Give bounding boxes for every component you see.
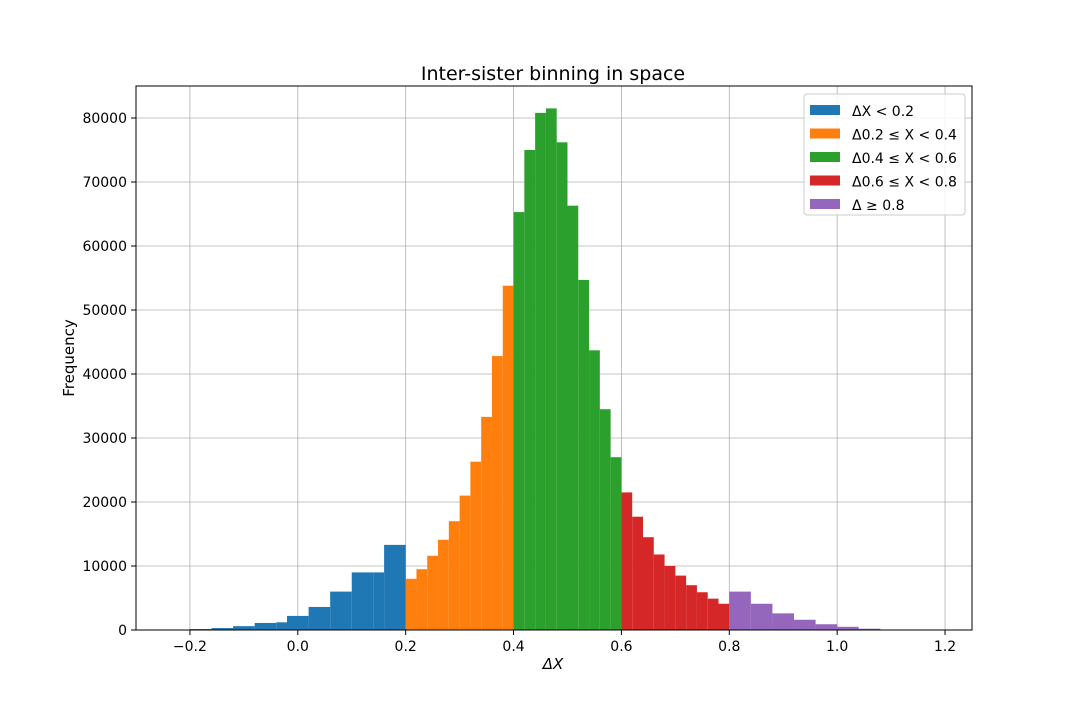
x-tick-label: 0.2 bbox=[395, 639, 417, 655]
histogram-bar bbox=[287, 615, 309, 630]
legend-swatch bbox=[810, 128, 840, 139]
histogram-bar bbox=[632, 516, 643, 630]
histogram-bar bbox=[351, 572, 374, 630]
chart-title: Inter-sister binning in space bbox=[421, 63, 685, 85]
histogram-bar bbox=[545, 108, 557, 630]
histogram-bar bbox=[642, 537, 654, 630]
histogram-bar bbox=[837, 626, 859, 630]
histogram-bar bbox=[416, 569, 428, 630]
legend-label: Δ0.2 ≤ X < 0.4 bbox=[852, 128, 957, 144]
legend: ΔX < 0.2 Δ0.2 ≤ X < 0.4 Δ0.4 ≤ X < 0.6 Δ0.6… bbox=[803, 93, 966, 216]
legend-label: Δ ≥ 0.8 bbox=[852, 198, 904, 214]
histogram-bar bbox=[502, 285, 514, 630]
histogram-bar bbox=[610, 457, 622, 630]
x-tick-label: 0.6 bbox=[610, 639, 632, 655]
histogram-bar bbox=[567, 205, 579, 630]
histogram-bar bbox=[524, 150, 536, 630]
histogram-bar bbox=[233, 626, 255, 630]
x-axis-label: ΔX bbox=[542, 655, 564, 673]
x-tick-label: 0.8 bbox=[718, 639, 740, 655]
histogram-bar bbox=[621, 492, 633, 630]
histogram-bar bbox=[664, 566, 676, 630]
y-tick-label: 50000 bbox=[82, 303, 127, 319]
legend-label: ΔX < 0.2 bbox=[852, 104, 914, 120]
histogram-bar bbox=[686, 585, 697, 630]
y-tick-label: 10000 bbox=[82, 559, 127, 575]
histogram-bar bbox=[696, 592, 708, 630]
histogram-bar bbox=[556, 142, 568, 630]
histogram-bar bbox=[481, 416, 492, 630]
x-tick-label: 0.0 bbox=[287, 639, 309, 655]
histogram-bar bbox=[815, 624, 838, 630]
y-tick-label: 40000 bbox=[82, 367, 127, 383]
bars bbox=[189, 108, 902, 630]
x-tick-label: 1.2 bbox=[934, 639, 956, 655]
histogram-bar bbox=[330, 591, 352, 630]
histogram-bar bbox=[794, 619, 816, 630]
legend-label: Δ0.4 ≤ X < 0.6 bbox=[852, 151, 957, 167]
y-tick-label: 0 bbox=[118, 623, 127, 639]
histogram-bar bbox=[513, 212, 525, 630]
histogram-bar bbox=[254, 622, 277, 630]
legend-swatch bbox=[810, 175, 840, 186]
y-tick-label: 20000 bbox=[82, 495, 127, 511]
y-tick-label: 80000 bbox=[82, 111, 127, 127]
axes: −0.2 0.0 0.2 0.4 0.6 0.8 1.0 1.2 0 10000 20000 3000… bbox=[82, 85, 973, 655]
histogram-bar bbox=[211, 628, 234, 630]
histogram-bar bbox=[729, 591, 751, 630]
histogram-bar bbox=[750, 603, 773, 630]
y-axis-label: Frequency bbox=[60, 319, 78, 397]
histogram-bar bbox=[589, 350, 600, 630]
histogram-bar bbox=[707, 598, 719, 630]
legend-swatch bbox=[810, 199, 840, 209]
legend-box bbox=[803, 93, 966, 216]
histogram-bar bbox=[308, 606, 331, 630]
histogram-bar bbox=[599, 409, 611, 630]
histogram-bar bbox=[491, 356, 503, 630]
x-tick-label: 0.4 bbox=[502, 639, 524, 655]
plot-frame bbox=[135, 85, 973, 631]
x-tick-label: −0.2 bbox=[173, 639, 207, 655]
y-tick-label: 60000 bbox=[82, 239, 127, 255]
histogram-bar bbox=[427, 555, 439, 630]
histogram-bar bbox=[858, 628, 881, 630]
histogram-bar bbox=[448, 521, 460, 630]
histogram-bar bbox=[653, 554, 665, 630]
histogram-bar bbox=[438, 539, 449, 630]
histogram-bar bbox=[384, 544, 406, 630]
legend-swatch bbox=[810, 105, 840, 115]
histogram-bar bbox=[470, 461, 482, 630]
histogram-bar bbox=[535, 112, 546, 630]
legend-swatch bbox=[810, 152, 840, 162]
histogram-bar bbox=[772, 613, 795, 630]
legend-label: Δ0.6 ≤ X < 0.8 bbox=[852, 175, 957, 191]
histogram-bar bbox=[459, 495, 471, 630]
histogram-bar bbox=[405, 578, 417, 630]
histogram-bar bbox=[718, 603, 730, 630]
histogram-bar bbox=[675, 575, 687, 630]
y-tick-label: 30000 bbox=[82, 431, 127, 447]
histogram-bar bbox=[578, 279, 590, 630]
histogram-bar bbox=[373, 572, 385, 630]
x-tick-label: 1.0 bbox=[826, 639, 848, 655]
y-tick-label: 70000 bbox=[82, 175, 127, 191]
